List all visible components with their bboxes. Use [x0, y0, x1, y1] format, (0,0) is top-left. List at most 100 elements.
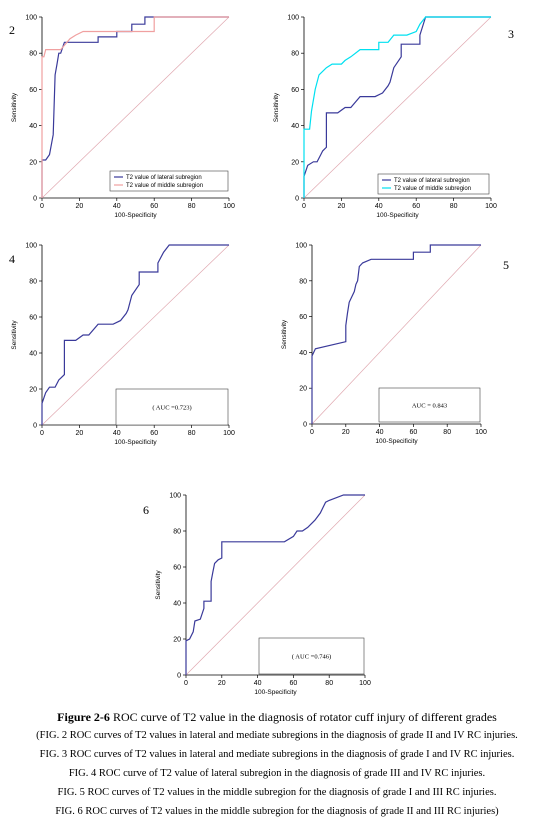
caption-line-fig2: (FIG. 2 ROC curves of T2 values in later…	[36, 730, 518, 741]
y-tick-label: 60	[299, 314, 307, 321]
y-tick-label: 0	[33, 423, 37, 430]
panel-number: 2	[9, 23, 15, 37]
x-tick-label: 20	[76, 203, 84, 210]
y-tick-label: 100	[295, 243, 307, 250]
legend-entry: T2 value of lateral subregion	[394, 178, 470, 184]
x-tick-label: 80	[325, 680, 333, 687]
y-tick-label: 100	[25, 243, 37, 250]
auc-annotation: ( AUC =0.746)	[292, 654, 331, 661]
legend-entry: T2 value of lateral subregion	[126, 175, 202, 181]
roc-curve-series-2	[41, 16, 229, 198]
x-tick-label: 60	[412, 203, 420, 210]
x-axis-title: 100-Specificity	[254, 689, 297, 696]
reference-diagonal	[311, 244, 482, 425]
x-tick-label: 100	[223, 430, 235, 437]
y-tick-label: 40	[299, 350, 307, 357]
x-tick-label: 40	[376, 429, 384, 436]
x-axis-title: 100-Specificity	[376, 212, 419, 219]
legend: T2 value of lateral subregion T2 value of…	[377, 173, 490, 195]
y-tick-label: 40	[173, 601, 181, 608]
legend: T2 value of lateral subregion T2 value of…	[109, 170, 229, 192]
x-axis-title: 100-Specificity	[375, 438, 418, 445]
y-tick-label: 40	[29, 123, 37, 130]
reference-diagonal	[41, 16, 230, 199]
x-tick-label: 80	[188, 203, 196, 210]
chart-panel-3: 3 00 20 20 40 40 60 60 80 80 100 100 100-Specificity…	[273, 15, 514, 220]
y-tick-label: 100	[287, 15, 299, 22]
caption-line-fig6: FIG. 6 ROC curves of T2 values in the mi…	[55, 806, 499, 817]
auc-box	[115, 388, 229, 426]
auc-annotation: ( AUC =0.723)	[152, 405, 191, 412]
x-tick-label: 20	[338, 203, 346, 210]
y-tick-label: 80	[173, 529, 181, 536]
x-tick-label: 20	[218, 680, 226, 687]
y-tick-label: 80	[29, 279, 37, 286]
y-tick-label: 20	[291, 159, 299, 166]
y-tick-label: 20	[29, 387, 37, 394]
roc-curve-series-1	[41, 244, 229, 425]
x-tick-label: 100	[359, 680, 371, 687]
x-axis-title: 100-Specificity	[114, 439, 157, 446]
reference-diagonal	[303, 16, 492, 199]
figure-caption-text: ROC curve of T2 value in the diagnosis o…	[109, 710, 497, 724]
panel-number: 3	[508, 27, 514, 41]
roc-curve-series-1	[185, 494, 365, 675]
y-tick-label: 60	[291, 87, 299, 94]
x-tick-label: 0	[184, 680, 188, 687]
reference-diagonal	[41, 244, 230, 426]
legend-entry: T2 value of middle subregion	[394, 186, 471, 192]
y-axis-title: Sensitivity	[11, 92, 18, 122]
x-tick-label: 40	[113, 203, 121, 210]
y-tick-label: 80	[291, 51, 299, 58]
x-tick-label: 0	[40, 430, 44, 437]
x-tick-label: 40	[254, 680, 262, 687]
y-tick-label: 0	[177, 673, 181, 680]
x-tick-label: 0	[302, 203, 306, 210]
chart-panel-5: 5 00 20 20 40 40 60 60 80 80 100 100 100-Specificity…	[281, 243, 509, 446]
x-tick-label: 20	[76, 430, 84, 437]
x-tick-label: 60	[290, 680, 298, 687]
figure-panels: 2002020404060608080100100100-Specificity…	[9, 15, 514, 697]
auc-annotation: AUC = 0.843	[412, 403, 447, 410]
panel-number: 6	[143, 503, 149, 517]
figure-caption-block: Figure 2-6 ROC curve of T2 value in the …	[0, 708, 554, 821]
roc-curve-series-1	[41, 16, 229, 198]
roc-curve-series-2	[303, 16, 491, 198]
y-tick-label: 80	[299, 278, 307, 285]
x-tick-label: 80	[450, 203, 458, 210]
x-tick-label: 20	[342, 429, 350, 436]
y-axis-title: Sensitivity	[281, 319, 288, 349]
y-tick-label: 20	[173, 637, 181, 644]
x-tick-label: 0	[40, 203, 44, 210]
y-tick-label: 0	[33, 196, 37, 203]
x-tick-label: 40	[375, 203, 383, 210]
y-tick-label: 60	[29, 315, 37, 322]
auc-box	[258, 637, 365, 675]
x-tick-label: 0	[310, 429, 314, 436]
legend-entry: T2 value of middle subregion	[126, 183, 203, 189]
x-tick-label: 60	[410, 429, 418, 436]
y-tick-label: 40	[291, 123, 299, 130]
caption-line-fig4: FIG. 4 ROC curve of T2 value of lateral …	[68, 768, 486, 779]
x-tick-label: 40	[113, 430, 121, 437]
y-axis-title: Sensitivity	[11, 320, 18, 350]
y-tick-label: 0	[303, 422, 307, 429]
y-axis-title: Sensitivity	[155, 570, 162, 600]
x-axis-title: 100-Specificity	[114, 212, 157, 219]
x-tick-label: 100	[475, 429, 487, 436]
figure-caption-title: Figure 2-6 ROC curve of T2 value in the …	[0, 708, 554, 726]
roc-curve-series-1	[311, 244, 481, 424]
y-tick-label: 20	[299, 386, 307, 393]
panel-number: 4	[9, 252, 15, 266]
y-tick-label: 40	[29, 351, 37, 358]
x-tick-label: 60	[150, 430, 158, 437]
x-tick-label: 100	[223, 203, 235, 210]
panel-number: 5	[503, 258, 509, 272]
roc-curve-series-1	[303, 16, 491, 198]
y-tick-label: 20	[29, 159, 37, 166]
x-tick-label: 80	[443, 429, 451, 436]
caption-line-fig3: FIG. 3 ROC curves of T2 values in latera…	[39, 749, 515, 760]
y-tick-label: 100	[25, 15, 37, 22]
y-tick-label: 80	[29, 51, 37, 58]
figure-number: Figure 2-6	[57, 710, 110, 724]
